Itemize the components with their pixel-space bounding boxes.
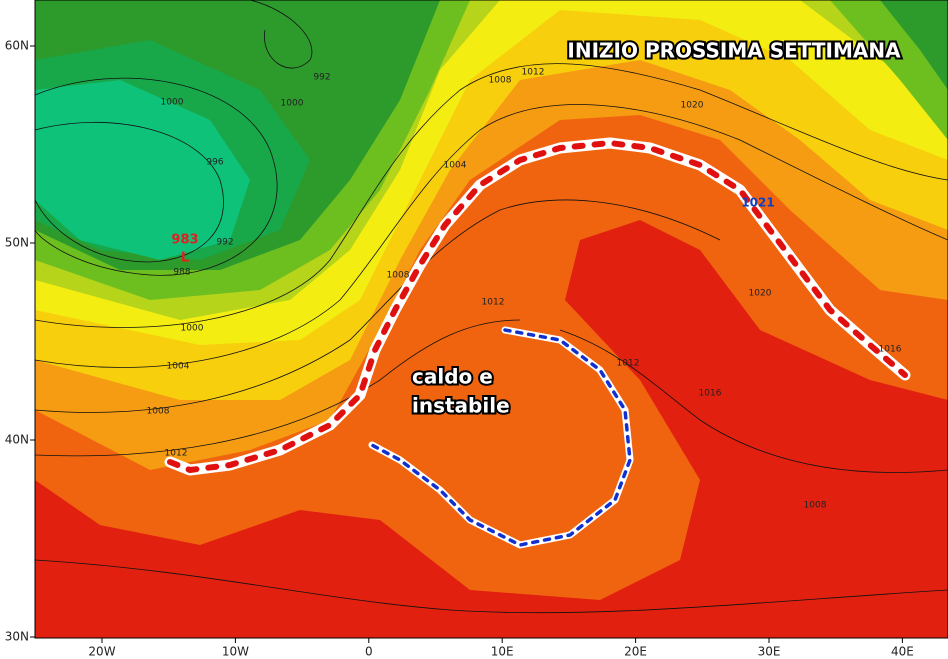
isobar bbox=[35, 559, 948, 614]
isobar-label: 1012 bbox=[482, 298, 505, 308]
map-frame bbox=[34, 0, 948, 639]
isobar-label: 1000 bbox=[161, 98, 184, 108]
lon-label: 40E bbox=[891, 645, 914, 659]
isobar-label: 1000 bbox=[281, 99, 304, 109]
isobar-label: 1004 bbox=[444, 161, 467, 171]
isobar-label: 996 bbox=[206, 158, 223, 168]
isobar-label: 1016 bbox=[879, 345, 902, 355]
lat-label: 60N bbox=[5, 39, 29, 53]
map-title: INIZIO PROSSIMA SETTIMANA bbox=[567, 39, 901, 63]
band-dark-green-east bbox=[880, 0, 948, 90]
isobar-label: 1008 bbox=[387, 271, 410, 281]
isobar-label: 1008 bbox=[489, 76, 512, 86]
lon-label: 20W bbox=[88, 645, 115, 659]
isobar bbox=[35, 77, 278, 276]
low-symbol: L bbox=[181, 251, 189, 266]
isobar-label: 1004 bbox=[167, 362, 190, 372]
isobar-label: 1020 bbox=[681, 101, 704, 111]
isobar-label: 1008 bbox=[804, 501, 827, 511]
isobar-labels: 1000 996 992 988 1000 1004 1008 1012 992 1000 1004… bbox=[147, 68, 902, 511]
isobar bbox=[35, 319, 521, 457]
band-teal bbox=[35, 80, 250, 260]
isobar-label: 992 bbox=[216, 238, 233, 248]
isobar bbox=[559, 329, 948, 473]
trough-axis bbox=[370, 328, 632, 547]
high-marker: 1021 bbox=[741, 196, 774, 210]
annotation-line: instabile bbox=[412, 394, 510, 418]
isobar-label: 1016 bbox=[699, 389, 722, 399]
lat-label: 50N bbox=[5, 236, 29, 250]
isobar-label: 1008 bbox=[147, 407, 170, 417]
lon-label: 10E bbox=[491, 645, 514, 659]
isobars bbox=[35, 0, 948, 614]
lon-label: 0 bbox=[365, 645, 373, 659]
lat-label: 30N bbox=[5, 630, 29, 644]
isobar bbox=[249, 0, 313, 69]
isobar-label: 1000 bbox=[181, 324, 204, 334]
isobar-label: 988 bbox=[173, 268, 190, 278]
map-area: 1000 996 992 988 1000 1004 1008 1012 992 1000 1004… bbox=[35, 0, 948, 638]
low-pressure: 983 bbox=[171, 233, 198, 248]
annotation-line: caldo e bbox=[412, 365, 493, 389]
isobar-label: 1012 bbox=[617, 359, 640, 369]
isobar-label: 1012 bbox=[165, 449, 188, 459]
ridge-axis bbox=[167, 139, 908, 474]
axes: 60N 50N 40N 30N 20W 10W 0 10E 20E 30E 40E bbox=[5, 39, 914, 659]
isobar bbox=[35, 121, 224, 263]
isobar-label: 992 bbox=[313, 73, 330, 83]
lon-label: 20E bbox=[624, 645, 647, 659]
isobar bbox=[35, 63, 948, 328]
lon-label: 30E bbox=[758, 645, 781, 659]
isobar-label: 1012 bbox=[522, 68, 545, 78]
lon-label: 10W bbox=[222, 645, 249, 659]
lat-label: 40N bbox=[5, 433, 29, 447]
isobar-label: 1020 bbox=[749, 289, 772, 299]
isobar bbox=[35, 104, 948, 368]
